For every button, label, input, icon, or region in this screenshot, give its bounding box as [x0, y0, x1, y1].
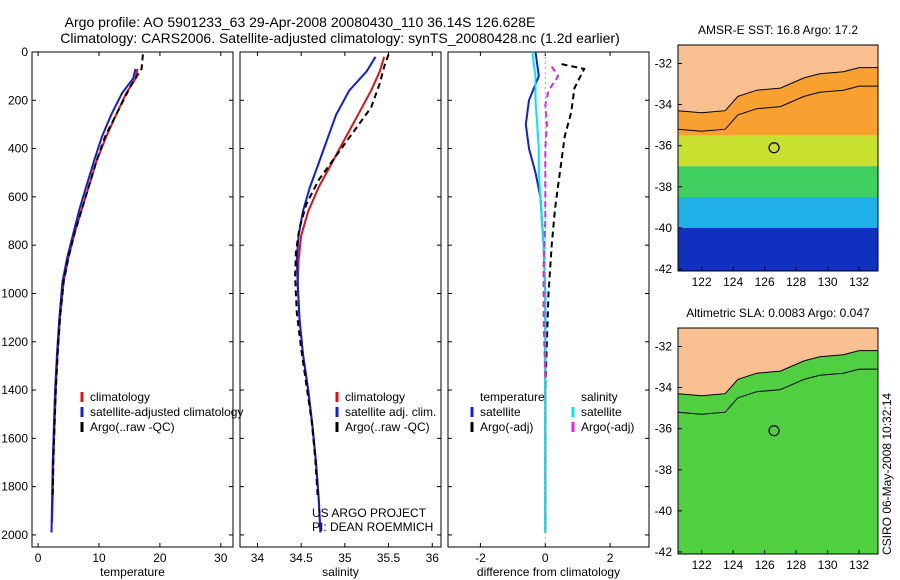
- legend-label: satellite-adjusted climatology: [90, 405, 243, 419]
- x-tick-label: 30: [214, 551, 228, 565]
- title-line-1: Argo profile: AO 5901233_63 29-Apr-2008 …: [65, 14, 536, 30]
- x-axis-label: difference from climatology: [477, 565, 620, 579]
- y-tick-label: -34: [655, 381, 673, 395]
- map-layer: [678, 328, 878, 554]
- y-tick-label: -32: [655, 56, 673, 70]
- map-frame: [677, 327, 879, 555]
- x-tick-label: 128: [786, 275, 806, 289]
- x-tick-label: 130: [818, 558, 838, 572]
- y-tick-label: -38: [655, 180, 673, 194]
- x-tick-label: 130: [818, 275, 838, 289]
- legend-label: climatology: [345, 390, 405, 404]
- color-band: [678, 166, 878, 198]
- x-tick-label: 132: [849, 275, 869, 289]
- legend-heading: temperature: [480, 390, 545, 404]
- y-tick-label: -38: [655, 463, 673, 477]
- shelf-contour: [678, 368, 878, 415]
- y-tick-label: 2000: [1, 528, 28, 542]
- series-line: [542, 65, 560, 379]
- legend-heading: salinity: [581, 390, 618, 404]
- legend-label: Argo(-adj): [480, 420, 533, 434]
- annotation-text: US ARGO PROJECT: [312, 506, 427, 520]
- shelf-contour: [678, 85, 878, 132]
- y-tick-label: -40: [655, 221, 673, 235]
- series-line: [524, 51, 547, 533]
- y-tick-label: 1400: [1, 383, 28, 397]
- y-tick-label: -36: [655, 139, 673, 153]
- x-tick-label: 35: [338, 551, 352, 565]
- x-tick-label: 126: [755, 558, 775, 572]
- x-tick-label: 126: [755, 275, 775, 289]
- x-tick-label: 34: [251, 551, 265, 565]
- legend-label: Argo(..raw -QC): [90, 420, 175, 434]
- x-tick-label: 124: [723, 558, 743, 572]
- color-band: [678, 197, 878, 228]
- y-tick-label: 1800: [1, 480, 28, 494]
- legend-label: satellite: [581, 405, 622, 419]
- float-position-marker: [768, 142, 780, 154]
- float-position-marker: [768, 425, 780, 437]
- coastline: [678, 350, 878, 397]
- series-line: [51, 54, 144, 499]
- color-band: [678, 67, 878, 136]
- map-title: Altimetric SLA: 0.0083 Argo: 0.047: [686, 306, 870, 320]
- x-tick-label: 124: [723, 275, 743, 289]
- color-band: [678, 227, 878, 271]
- y-tick-label: 1600: [1, 431, 28, 445]
- y-tick-label: -42: [655, 262, 673, 276]
- y-tick-label: -32: [655, 339, 673, 353]
- x-tick-label: 0: [542, 551, 549, 565]
- y-tick-label: 600: [8, 190, 28, 204]
- series-line: [531, 51, 547, 533]
- y-tick-label: -34: [655, 98, 673, 112]
- x-tick-label: 34.5: [289, 551, 313, 565]
- axes-frame-3: [447, 51, 650, 548]
- y-tick-label: 800: [8, 238, 28, 252]
- series-line: [51, 68, 139, 523]
- x-axis-label: temperature: [100, 565, 165, 579]
- x-tick-label: 0: [35, 551, 42, 565]
- x-tick-label: 20: [153, 551, 167, 565]
- x-tick-label: 10: [92, 551, 106, 565]
- legend-label: Argo(..raw -QC): [345, 420, 430, 434]
- y-tick-label: -40: [655, 504, 673, 518]
- x-tick-label: 132: [849, 558, 869, 572]
- annotation-text: PI: DEAN ROEMMICH: [312, 520, 433, 534]
- color-band: [678, 350, 878, 554]
- y-tick-label: 1200: [1, 335, 28, 349]
- series-line: [544, 63, 586, 391]
- x-tick-label: -2: [475, 551, 486, 565]
- map-layer: [678, 45, 878, 271]
- map-frame: [677, 44, 879, 272]
- y-tick-label: -42: [655, 545, 673, 559]
- series-line: [50, 68, 137, 533]
- coastline: [678, 67, 878, 114]
- legend-label: Argo(-adj): [581, 420, 634, 434]
- y-tick-label: -36: [655, 422, 673, 436]
- y-tick-label: 0: [21, 45, 28, 59]
- x-tick-label: 128: [786, 558, 806, 572]
- y-tick-label: 200: [8, 93, 28, 107]
- legend-label: climatology: [90, 390, 150, 404]
- credit-stamp: CSIRO 06-May-2008 10:32:14: [880, 392, 894, 555]
- x-tick-label: 36: [426, 551, 440, 565]
- series-line: [296, 56, 386, 533]
- x-tick-label: 35.5: [377, 551, 401, 565]
- x-axis-label: salinity: [322, 565, 359, 579]
- axes-frame-2: [239, 51, 442, 548]
- series-line: [295, 56, 377, 533]
- x-tick-label: 122: [692, 275, 712, 289]
- x-tick-label: 2: [607, 551, 614, 565]
- y-tick-label: 400: [8, 142, 28, 156]
- x-tick-label: 122: [692, 558, 712, 572]
- axes-frame-1: [31, 51, 234, 548]
- map-title: AMSR-E SST: 16.8 Argo: 17.2: [698, 23, 858, 37]
- y-tick-label: 1000: [1, 286, 28, 300]
- legend-label: satellite adj. clim.: [345, 405, 436, 419]
- legend-label: satellite: [480, 405, 521, 419]
- title-line-2: Climatology: CARS2006. Satellite-adjuste…: [60, 30, 620, 46]
